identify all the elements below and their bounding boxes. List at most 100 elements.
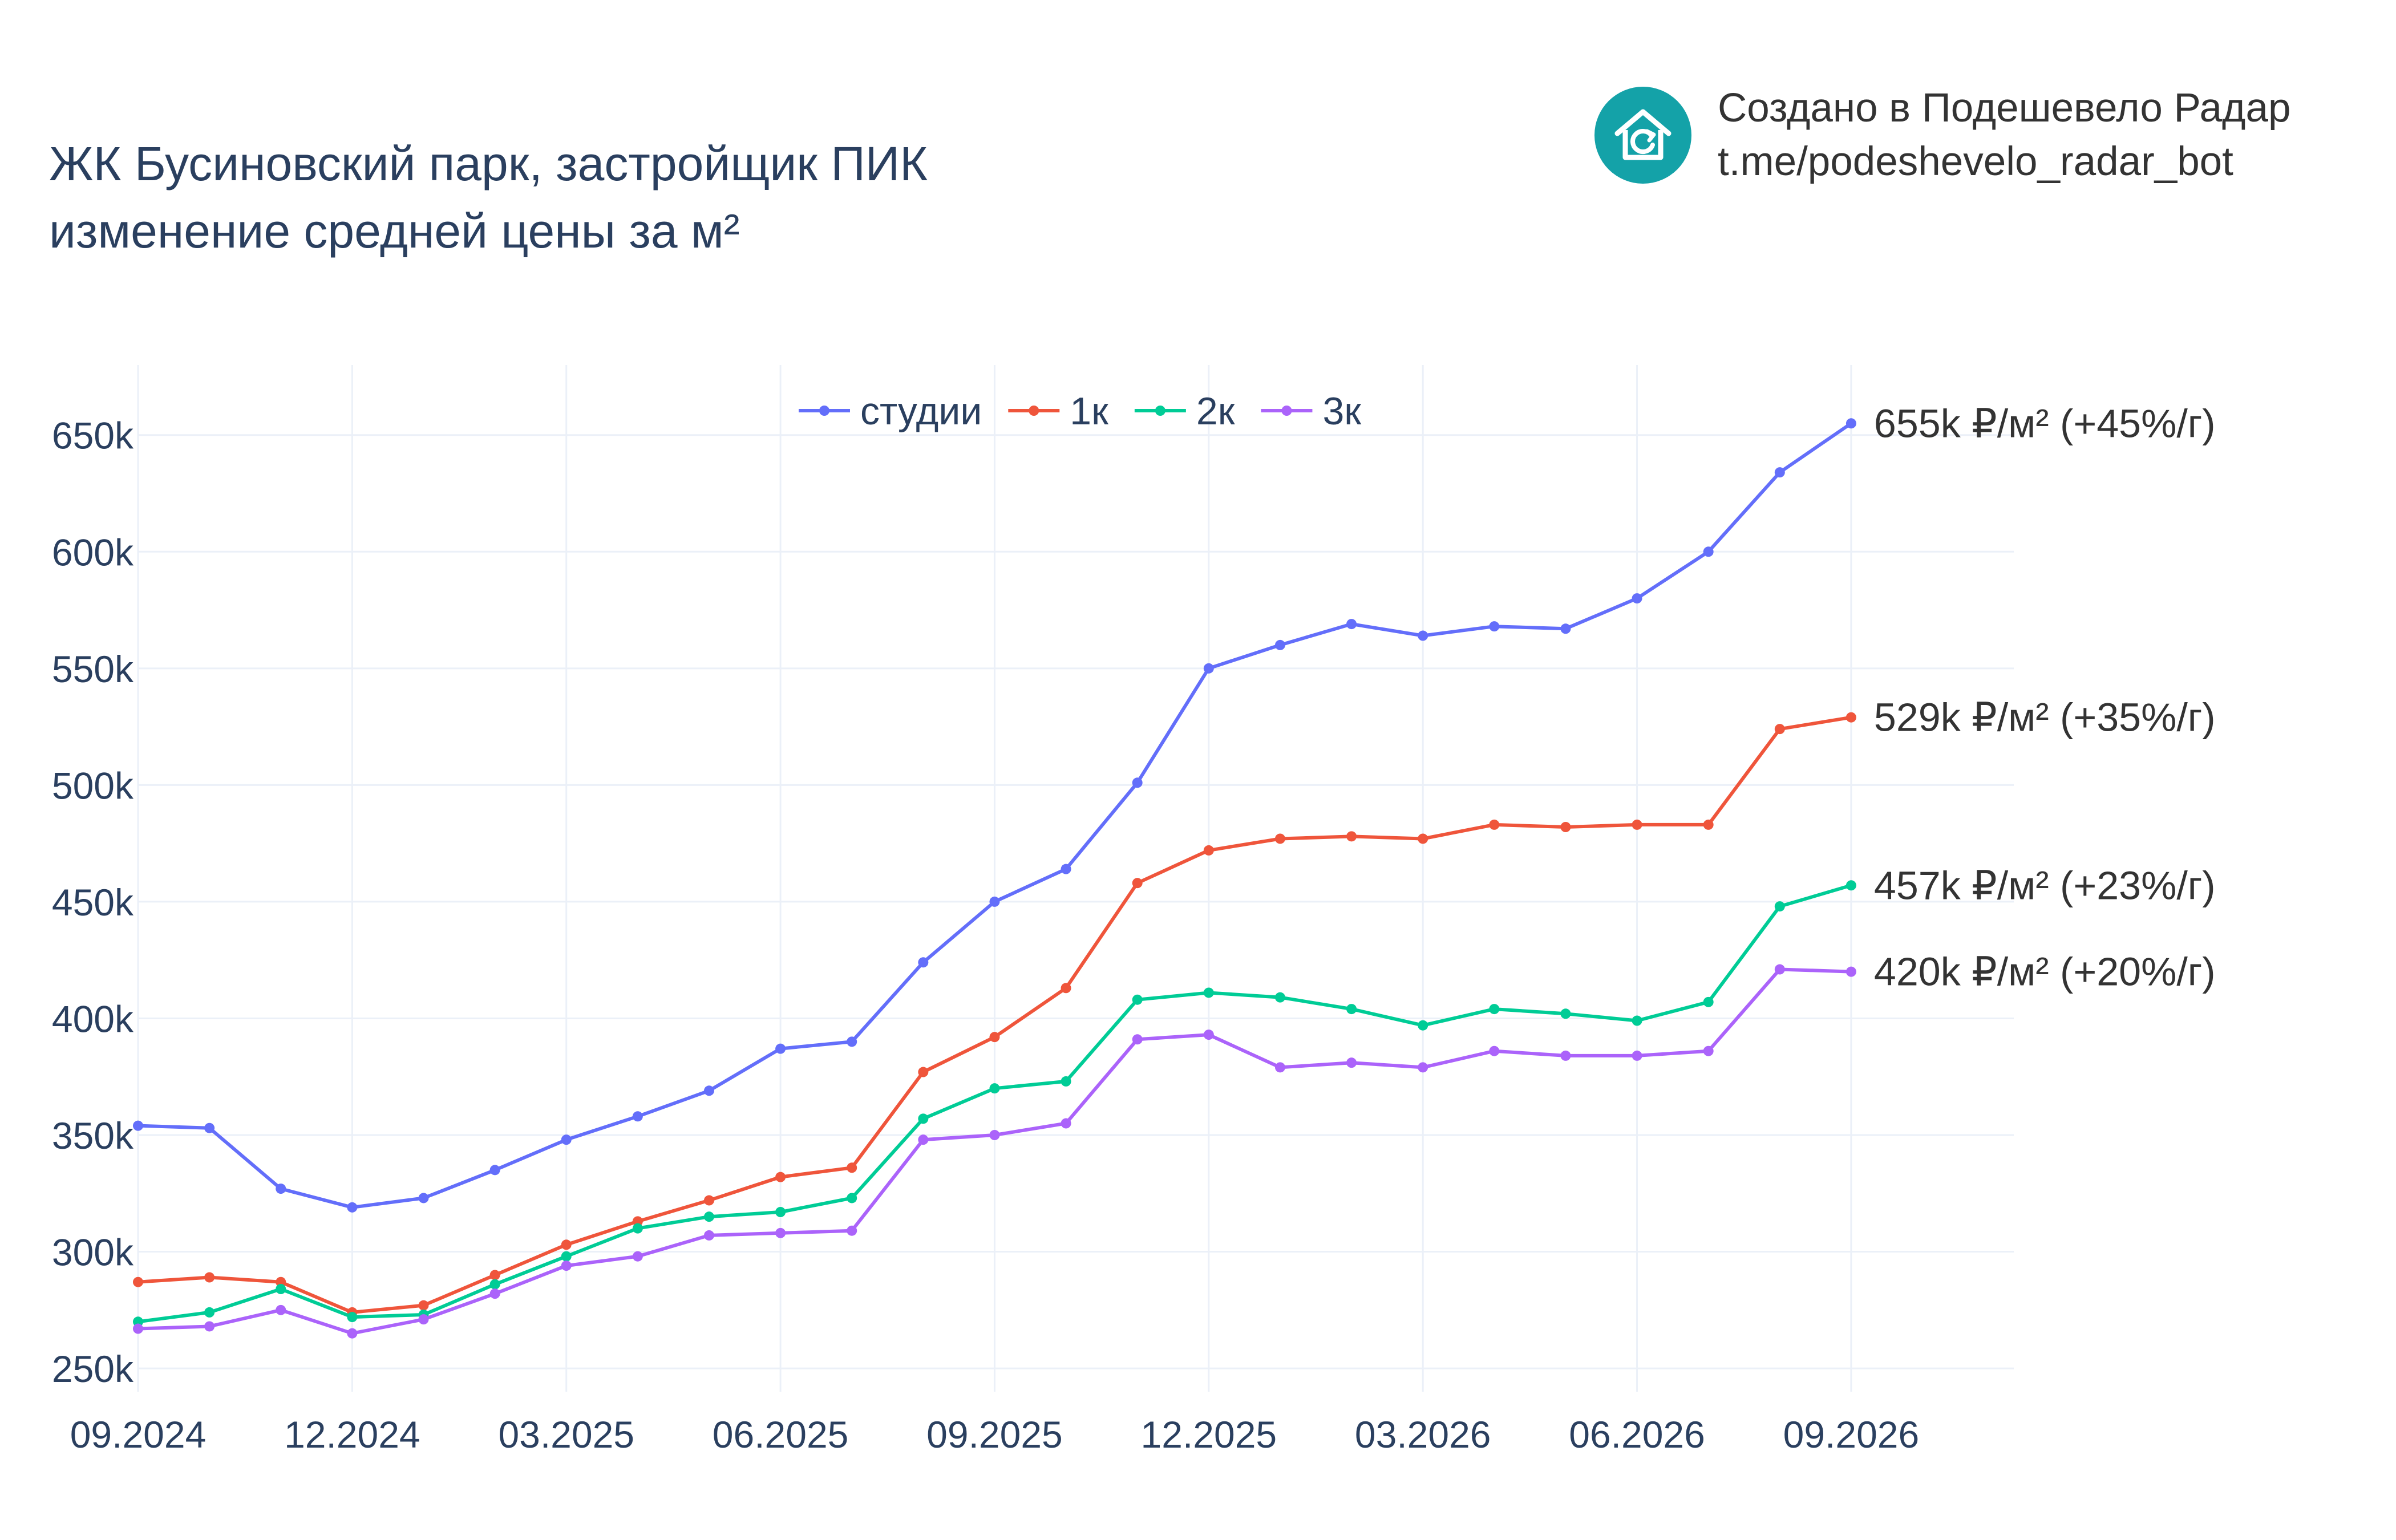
legend-label: студии bbox=[860, 390, 982, 433]
data-point bbox=[1418, 630, 1428, 641]
data-point bbox=[918, 1067, 929, 1077]
data-point bbox=[1632, 1015, 1642, 1026]
x-tick-label: 03.2026 bbox=[1355, 1413, 1491, 1456]
data-point bbox=[1061, 1118, 1071, 1129]
data-point bbox=[204, 1307, 215, 1318]
data-point bbox=[204, 1272, 215, 1283]
x-tick-label: 09.2024 bbox=[70, 1413, 207, 1456]
series-1к bbox=[133, 712, 1856, 1318]
x-tick-label: 06.2026 bbox=[1569, 1413, 1705, 1456]
x-tick-label: 06.2025 bbox=[713, 1413, 849, 1456]
data-point bbox=[775, 1172, 786, 1182]
data-point bbox=[847, 1225, 857, 1236]
data-point bbox=[1774, 724, 1785, 735]
data-point bbox=[1418, 833, 1428, 844]
data-point bbox=[1703, 546, 1714, 557]
x-tick-label: 09.2025 bbox=[926, 1413, 1063, 1456]
data-point bbox=[1203, 845, 1214, 856]
data-point bbox=[847, 1162, 857, 1173]
series-3к bbox=[133, 964, 1856, 1339]
y-axis: 250k 300k 350k 400k 450k 500k 550k 600k 650k bbox=[52, 415, 134, 1390]
legend-marker bbox=[819, 406, 829, 416]
data-point bbox=[561, 1251, 572, 1262]
data-point bbox=[418, 1193, 429, 1203]
data-point bbox=[1632, 593, 1642, 604]
data-point bbox=[489, 1288, 500, 1299]
data-point bbox=[703, 1211, 714, 1222]
data-point bbox=[1061, 864, 1071, 874]
data-point bbox=[418, 1300, 429, 1311]
data-point bbox=[1132, 878, 1143, 889]
data-point bbox=[775, 1043, 786, 1054]
x-tick-label: 03.2025 bbox=[498, 1413, 634, 1456]
data-point bbox=[1346, 1004, 1357, 1015]
data-point bbox=[1132, 1034, 1143, 1045]
data-point bbox=[1703, 996, 1714, 1007]
end-label: 420k ₽/м² (+20%/г) bbox=[1874, 950, 2216, 994]
legend-item[interactable]: студии bbox=[799, 390, 982, 433]
data-point bbox=[1203, 987, 1214, 998]
data-point bbox=[276, 1184, 286, 1194]
data-point bbox=[1132, 994, 1143, 1005]
data-point bbox=[561, 1261, 572, 1271]
data-point bbox=[918, 1134, 929, 1145]
data-point bbox=[1274, 833, 1285, 844]
legend-label: 2к bbox=[1196, 390, 1236, 433]
y-tick-label: 500k bbox=[52, 764, 134, 807]
chart-title-line2: изменение средней цены за м² bbox=[49, 204, 740, 258]
data-point bbox=[1418, 1020, 1428, 1031]
branding: Создано в Подешевело Радар t.me/podeshev… bbox=[1594, 86, 2290, 184]
data-point bbox=[1346, 619, 1357, 630]
branding-link[interactable]: t.me/podeshevelo_radar_bot bbox=[1718, 139, 2233, 184]
x-tick-label: 12.2024 bbox=[284, 1413, 420, 1456]
data-point bbox=[1774, 964, 1785, 975]
data-point bbox=[1346, 1057, 1357, 1068]
data-point bbox=[1489, 1004, 1500, 1015]
x-tick-label: 12.2025 bbox=[1141, 1413, 1277, 1456]
data-point bbox=[703, 1085, 714, 1096]
data-point bbox=[989, 1130, 1000, 1140]
data-point bbox=[1845, 966, 1856, 977]
data-point bbox=[1845, 880, 1856, 891]
data-point bbox=[1203, 663, 1214, 674]
data-point bbox=[276, 1284, 286, 1294]
data-point bbox=[1274, 992, 1285, 1003]
data-point bbox=[1632, 819, 1642, 830]
y-tick-label: 600k bbox=[52, 531, 134, 573]
chart-title-line1: ЖК Бусиновский парк, застройщик ПИК bbox=[49, 137, 928, 191]
data-point bbox=[1274, 639, 1285, 650]
data-point bbox=[847, 1036, 857, 1047]
data-point bbox=[347, 1328, 358, 1339]
legend-item[interactable]: 2к bbox=[1134, 390, 1236, 433]
data-point bbox=[133, 1323, 143, 1334]
series-студии bbox=[133, 418, 1856, 1213]
chart-title: ЖК Бусиновский парк, застройщик ПИК изме… bbox=[49, 130, 928, 265]
data-point bbox=[1061, 983, 1071, 994]
data-point bbox=[1560, 623, 1571, 634]
data-point bbox=[918, 1113, 929, 1124]
data-point bbox=[1560, 822, 1571, 832]
data-point bbox=[133, 1120, 143, 1131]
data-point bbox=[204, 1122, 215, 1133]
data-point bbox=[1845, 418, 1856, 429]
data-point bbox=[989, 1032, 1000, 1043]
legend[interactable]: студии 1к 2к 3к bbox=[799, 390, 1362, 433]
data-point bbox=[1489, 621, 1500, 632]
x-tick-label: 09.2026 bbox=[1783, 1413, 1920, 1456]
end-label: 529k ₽/м² (+35%/г) bbox=[1874, 695, 2216, 740]
data-point bbox=[1203, 1030, 1214, 1040]
branding-line1: Создано в Подешевело Радар bbox=[1718, 86, 2291, 131]
end-label: 655k ₽/м² (+45%/г) bbox=[1874, 401, 2216, 445]
legend-marker bbox=[1029, 406, 1039, 416]
data-point bbox=[276, 1304, 286, 1315]
legend-item[interactable]: 3к bbox=[1261, 390, 1362, 433]
end-label: 457k ₽/м² (+23%/г) bbox=[1874, 863, 2216, 907]
y-tick-label: 350k bbox=[52, 1115, 134, 1157]
data-point bbox=[1774, 901, 1785, 912]
data-point bbox=[133, 1276, 143, 1287]
legend-label: 3к bbox=[1322, 390, 1362, 433]
data-point bbox=[347, 1202, 358, 1213]
data-point bbox=[489, 1279, 500, 1290]
legend-item[interactable]: 1к bbox=[1008, 390, 1109, 433]
